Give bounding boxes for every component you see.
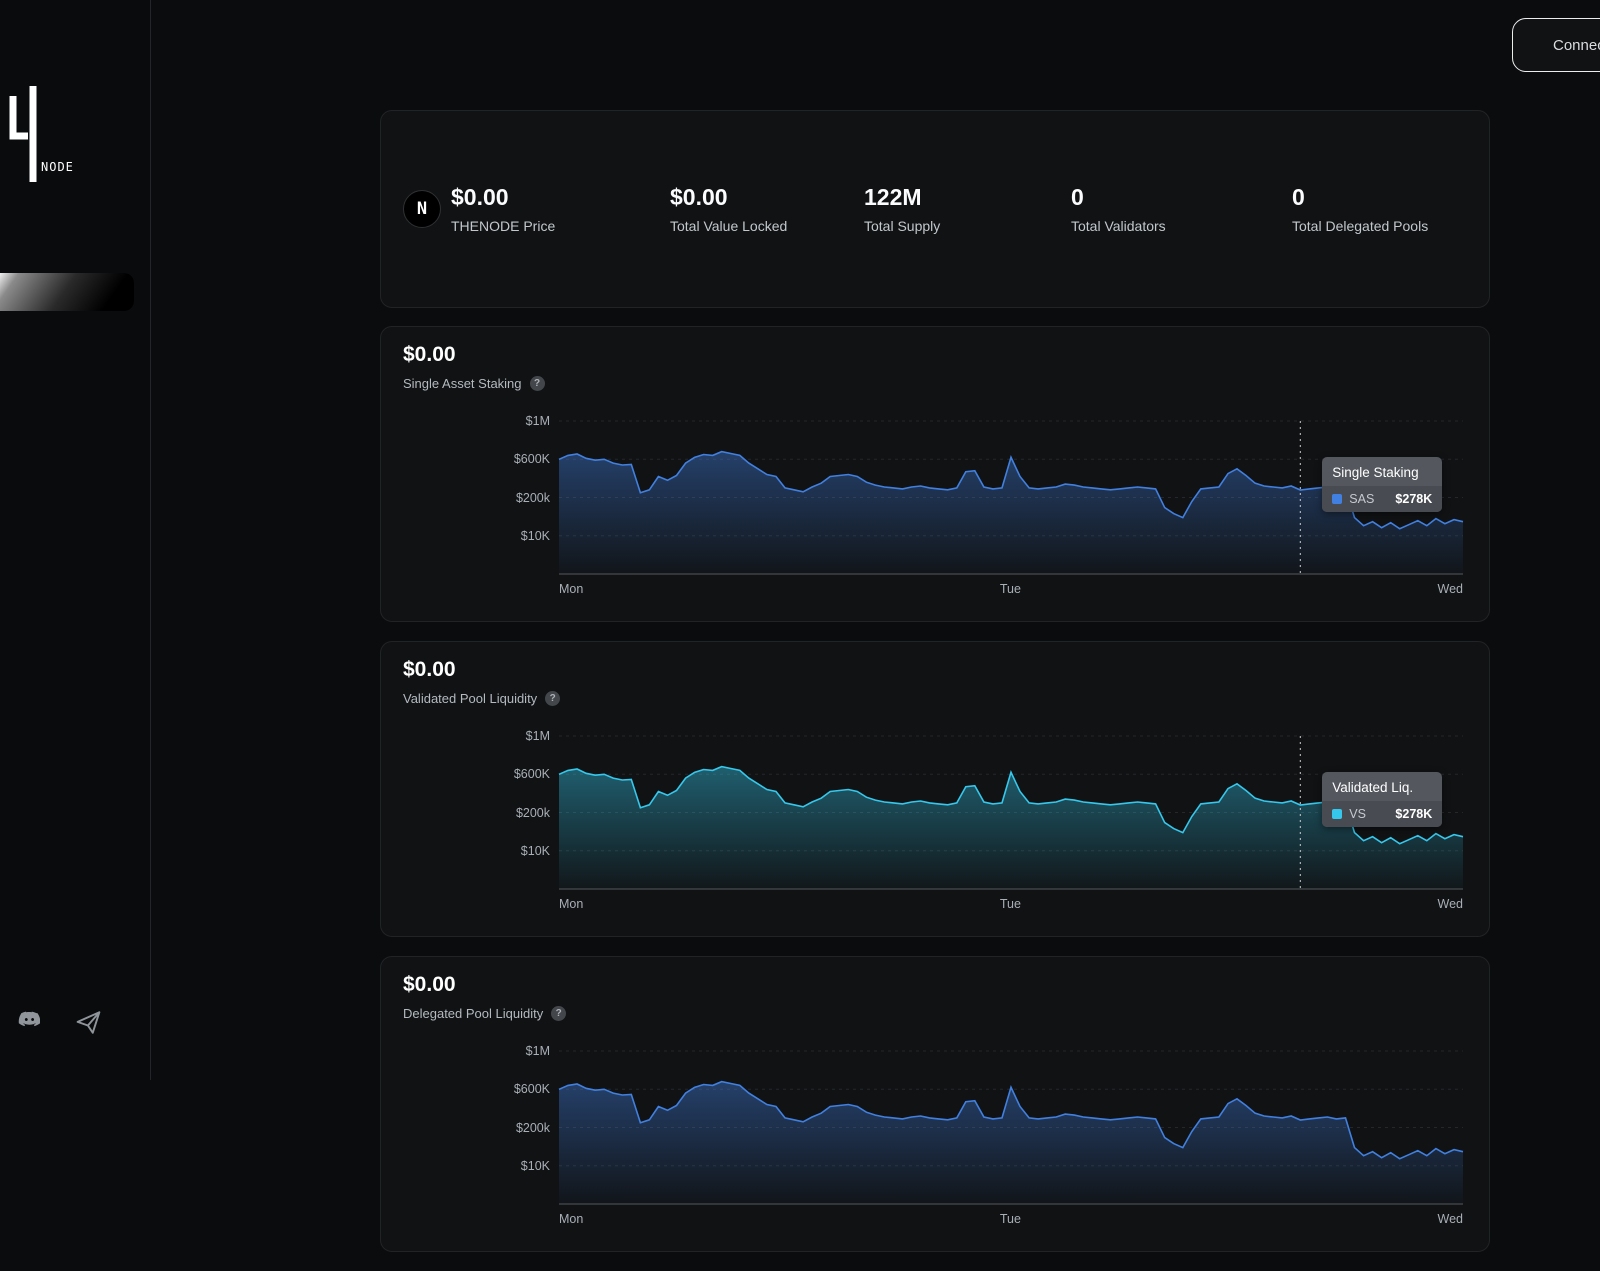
chart-subtitle: Validated Pool Liquidity ?	[403, 691, 1467, 706]
y-axis-labels: $1M $600K $200k $10K	[500, 1051, 550, 1226]
single-asset-staking-card: $0.00 Single Asset Staking ? $1M $600K $…	[380, 326, 1490, 622]
thenode-logo-glyph	[8, 84, 42, 184]
stat-label: Total Supply	[864, 218, 1071, 234]
x-tick-label: Mon	[559, 1212, 583, 1226]
chart-plot[interactable]: Mon Tue Wed	[559, 1051, 1463, 1226]
sidebar-socials	[0, 1000, 151, 1050]
chart-total-value: $0.00	[403, 658, 1467, 682]
help-icon[interactable]: ?	[545, 691, 560, 706]
stat-value: 0	[1292, 184, 1467, 211]
stat-label: THENODE Price	[451, 218, 670, 234]
chart-subtitle: Single Asset Staking ?	[403, 376, 1467, 391]
y-tick-label: $10K	[521, 1159, 550, 1173]
y-tick-label: $200k	[516, 1121, 550, 1135]
sidebar: NODE	[0, 0, 151, 1080]
chart-area: $1M $600K $200k $10K Single Staking SAS …	[500, 421, 1467, 596]
y-tick-label: $600K	[514, 767, 550, 781]
stat-value: $0.00	[451, 184, 670, 211]
x-tick-label: Mon	[559, 582, 583, 596]
x-tick-label: Tue	[1000, 1212, 1021, 1226]
stat-value: 122M	[864, 184, 1071, 211]
main-content: Connect Wallet N $0.00 THENODE Price $0.…	[151, 0, 1600, 1080]
chart-title: Delegated Pool Liquidity	[403, 1006, 543, 1021]
y-tick-label: $1M	[526, 729, 550, 743]
dashboard-content: N $0.00 THENODE Price $0.00 Total Value …	[380, 110, 1490, 1271]
stat-value: $0.00	[670, 184, 864, 211]
area-chart	[559, 736, 1463, 890]
stat-total-delegated-pools: 0 Total Delegated Pools	[1292, 184, 1467, 234]
x-tick-label: Wed	[1438, 582, 1463, 596]
validated-pool-liquidity-card: $0.00 Validated Pool Liquidity ? $1M $60…	[380, 641, 1490, 937]
chart-total-value: $0.00	[403, 973, 1467, 997]
y-tick-label: $10K	[521, 529, 550, 543]
stat-value: 0	[1071, 184, 1292, 211]
logo-text: NODE	[41, 160, 74, 174]
stat-label: Total Value Locked	[670, 218, 864, 234]
stats-card: N $0.00 THENODE Price $0.00 Total Value …	[380, 110, 1490, 308]
y-axis-labels: $1M $600K $200k $10K	[500, 736, 550, 911]
sidebar-active-item[interactable]	[0, 273, 134, 311]
chart-subtitle: Delegated Pool Liquidity ?	[403, 1006, 1467, 1021]
stat-total-validators: 0 Total Validators	[1071, 184, 1292, 234]
chart-area: $1M $600K $200k $10K Validated Liq. VS $…	[500, 736, 1467, 911]
stat-label: Total Validators	[1071, 218, 1292, 234]
coin-letter: N	[417, 199, 427, 219]
telegram-icon[interactable]	[74, 1008, 103, 1042]
y-tick-label: $600K	[514, 1082, 550, 1096]
y-tick-label: $200k	[516, 806, 550, 820]
x-tick-label: Wed	[1438, 897, 1463, 911]
stat-total-supply: 122M Total Supply	[864, 184, 1071, 234]
x-axis-labels: Mon Tue Wed	[559, 897, 1463, 911]
connect-wallet-button[interactable]: Connect Wallet	[1512, 18, 1600, 72]
chart-title: Single Asset Staking	[403, 376, 522, 391]
chart-title: Validated Pool Liquidity	[403, 691, 537, 706]
thenode-logo[interactable]: NODE	[8, 84, 138, 189]
area-chart	[559, 421, 1463, 575]
delegated-pool-liquidity-card: $0.00 Delegated Pool Liquidity ? $1M $60…	[380, 956, 1490, 1252]
area-chart	[559, 1051, 1463, 1205]
x-tick-label: Tue	[1000, 582, 1021, 596]
x-axis-labels: Mon Tue Wed	[559, 582, 1463, 596]
chart-area: $1M $600K $200k $10K Mon Tue Wed	[500, 1051, 1467, 1226]
y-tick-label: $600K	[514, 452, 550, 466]
stat-thenode-price: $0.00 THENODE Price	[451, 184, 670, 234]
x-tick-label: Mon	[559, 897, 583, 911]
y-axis-labels: $1M $600K $200k $10K	[500, 421, 550, 596]
y-tick-label: $1M	[526, 1044, 550, 1058]
x-tick-label: Tue	[1000, 897, 1021, 911]
thenode-coin-icon: N	[403, 190, 441, 228]
stat-label: Total Delegated Pools	[1292, 218, 1467, 234]
y-tick-label: $1M	[526, 414, 550, 428]
help-icon[interactable]: ?	[530, 376, 545, 391]
stat-total-value-locked: $0.00 Total Value Locked	[670, 184, 864, 234]
discord-icon[interactable]	[17, 1008, 40, 1036]
chart-total-value: $0.00	[403, 343, 1467, 367]
x-axis-labels: Mon Tue Wed	[559, 1212, 1463, 1226]
help-icon[interactable]: ?	[551, 1006, 566, 1021]
y-tick-label: $200k	[516, 491, 550, 505]
chart-plot[interactable]: Validated Liq. VS $278K Mon Tue Wed	[559, 736, 1463, 911]
y-tick-label: $10K	[521, 844, 550, 858]
chart-plot[interactable]: Single Staking SAS $278K Mon Tue Wed	[559, 421, 1463, 596]
x-tick-label: Wed	[1438, 1212, 1463, 1226]
